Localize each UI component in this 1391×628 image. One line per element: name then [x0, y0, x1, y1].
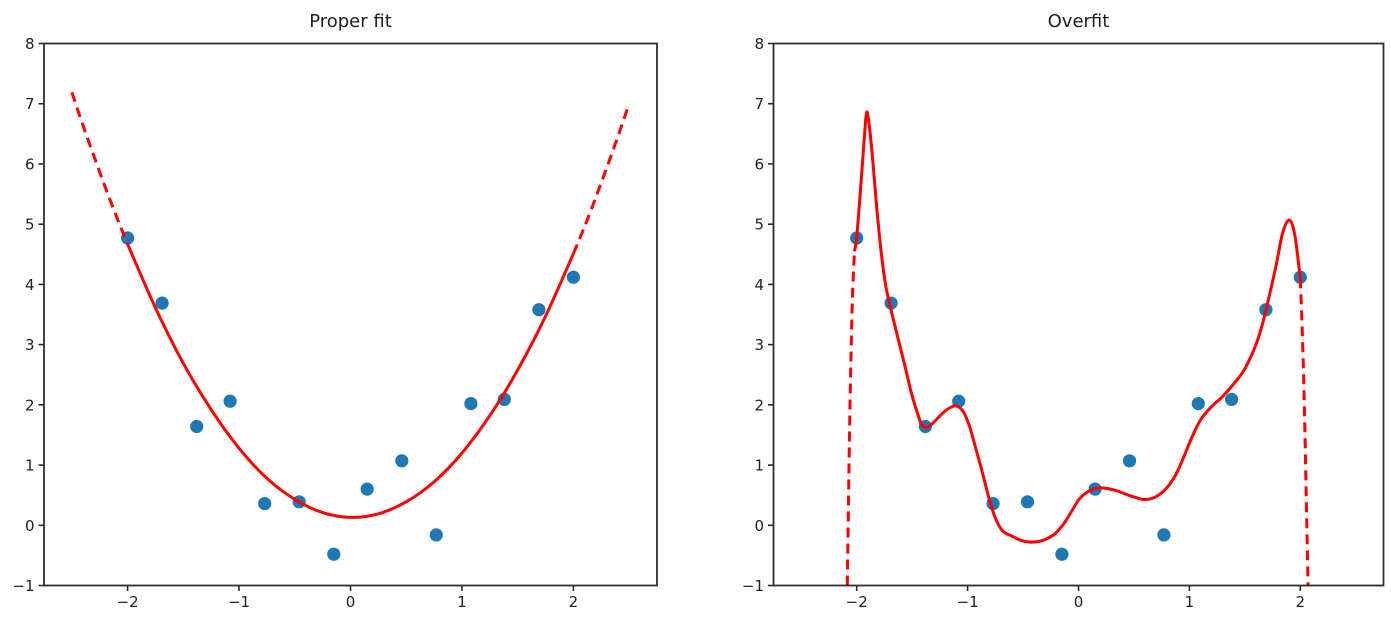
y-tick-label: 2: [25, 396, 35, 414]
y-tick-label: 7: [25, 95, 35, 113]
y-tick-label: 4: [754, 276, 764, 294]
y-tick-label: 6: [754, 155, 764, 173]
y-tick-label: 8: [25, 35, 35, 53]
axes-spines: [772, 42, 1385, 587]
y-tick-label: 4: [25, 276, 35, 294]
y-tick-label: 1: [25, 457, 35, 475]
y-tick-label: 6: [25, 155, 35, 173]
x-tick-label: 1: [457, 593, 467, 611]
scatter-point: [360, 482, 374, 496]
scatter-point: [327, 547, 341, 561]
scatter-point: [258, 497, 272, 511]
scatter-point: [566, 270, 581, 284]
scatter-point: [1055, 547, 1069, 561]
y-tick-label: 5: [25, 216, 35, 234]
y-tick-label: 2: [754, 396, 764, 414]
fit-curve-dashed: [572, 103, 631, 255]
scatter-point: [1122, 454, 1137, 468]
y-tick-label: −1: [742, 577, 764, 595]
scatter-point: [190, 419, 204, 434]
y-tick-label: 1: [754, 457, 764, 475]
y-tick-label: 0: [754, 517, 764, 535]
x-tick-label: 0: [1074, 593, 1084, 611]
x-tick-label: 2: [569, 593, 579, 611]
y-tick-label: −1: [12, 577, 34, 595]
x-tick-label: −1: [957, 593, 979, 611]
scatter-point: [429, 528, 443, 542]
x-tick-label: 1: [1185, 593, 1195, 611]
scatter-point: [155, 296, 169, 310]
x-tick-label: −2: [117, 593, 139, 611]
y-tick-label: 3: [25, 336, 35, 354]
scatter-point: [1191, 397, 1205, 411]
scatter-point: [395, 454, 409, 468]
scatter-point: [1225, 392, 1239, 406]
fit-curve-solid: [126, 243, 575, 519]
x-tick-label: 0: [346, 593, 356, 611]
fit-curve-dashed: [70, 91, 129, 245]
plot-title: Proper fit: [309, 11, 392, 32]
x-tick-label: 2: [1296, 593, 1306, 611]
y-tick-label: 8: [754, 35, 764, 53]
fit-curve-dashed: [845, 251, 856, 586]
y-tick-label: 7: [754, 95, 764, 113]
y-tick-label: 3: [754, 336, 764, 354]
scatter-point: [464, 397, 478, 411]
fit-curve-solid: [853, 110, 1302, 544]
x-tick-label: −1: [228, 593, 250, 611]
x-tick-label: −2: [846, 593, 868, 611]
scatter-point: [1157, 528, 1171, 542]
scatter-point: [532, 303, 546, 317]
plot-title: Overfit: [1048, 11, 1110, 32]
scatter-point: [1020, 495, 1035, 509]
axes-spines: [43, 42, 658, 587]
scatter-point: [223, 394, 237, 408]
fit-curve-dashed: [1298, 278, 1310, 586]
y-tick-label: 0: [25, 517, 35, 535]
y-tick-label: 5: [754, 216, 764, 234]
